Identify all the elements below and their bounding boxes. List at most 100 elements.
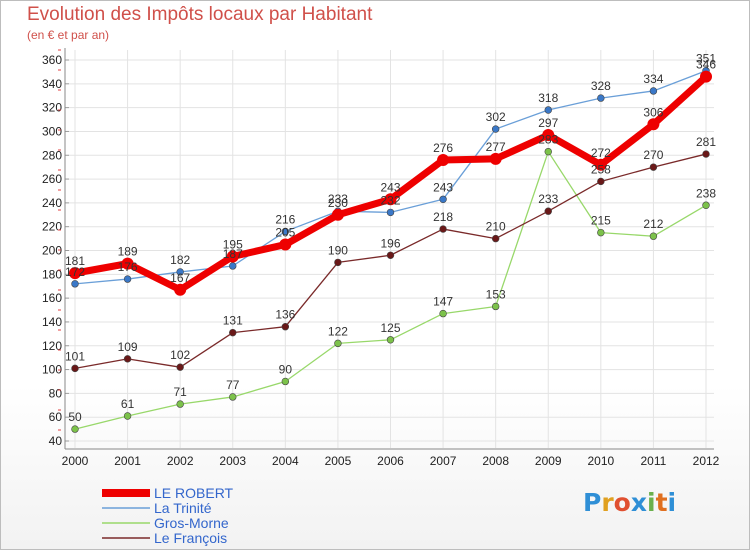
x-tick-label: 2001 [114,454,141,468]
legend-label-gros-morne: Gros-Morne [154,515,229,531]
data-point-la-trinit- [491,125,500,133]
data-label-gros-morne: 147 [433,295,453,309]
data-label-gros-morne: 122 [328,324,348,338]
data-point-gros-morne [544,147,552,156]
x-tick-label: 2007 [430,454,457,468]
data-label-le-robert: 230 [328,196,348,210]
data-label-le-robert: 277 [486,140,506,154]
data-point-le-robert [489,152,502,165]
data-label-le-robert: 306 [643,105,663,119]
data-label-le-fran-ois: 210 [486,220,506,234]
data-point-le-fran-ois [334,258,342,267]
data-point-le-fran-ois [229,328,237,337]
y-tick-label: 300 [42,124,62,138]
data-label-la-trinit-: 302 [486,110,506,124]
data-label-la-trinit-: 182 [170,253,190,267]
data-point-la-trinit- [439,195,447,204]
data-label-gros-morne: 71 [173,385,187,399]
y-tick-label: 60 [49,410,63,424]
data-point-la-trinit- [176,268,184,276]
data-label-gros-morne: 212 [643,217,663,231]
y-tick-label: 140 [42,315,62,329]
x-tick-label: 2003 [219,454,246,468]
data-point-le-robert [542,129,555,142]
data-label-la-trinit-: 216 [275,212,295,226]
data-label-le-fran-ois: 109 [118,340,138,354]
y-tick-label: 200 [42,244,62,258]
data-point-gros-morne [702,201,710,209]
data-label-le-robert: 272 [591,146,611,160]
data-point-le-robert [647,118,660,131]
logo-letter: i [667,488,677,517]
data-point-le-robert [226,250,239,263]
data-label-le-fran-ois: 101 [65,349,85,363]
y-tick-label: 40 [49,434,63,448]
data-point-le-robert [384,193,397,206]
data-label-le-robert: 167 [170,271,190,285]
data-point-le-fran-ois [597,177,605,186]
chart-subtitle: (en € et par an) [27,28,110,42]
data-point-le-fran-ois [702,150,710,158]
chart-title: Evolution des Impôts locaux par Habitant [27,4,373,25]
y-tick-label: 280 [42,148,62,162]
data-label-la-trinit-: 351 [696,52,716,66]
data-point-le-fran-ois [176,363,184,371]
y-tick-label: 100 [42,363,62,377]
data-label-gros-morne: 238 [696,186,716,200]
y-tick-label: 260 [42,172,62,186]
data-label-gros-morne: 50 [68,410,82,424]
data-point-gros-morne [71,425,79,433]
x-tick-label: 2005 [325,454,352,468]
data-point-gros-morne [281,377,290,386]
data-label-le-robert: 189 [118,245,138,259]
data-label-gros-morne: 61 [121,397,135,411]
x-tick-label: 2010 [587,454,614,468]
logo-letter: P [583,488,602,517]
x-tick-label: 2004 [272,454,299,468]
data-point-la-trinit- [649,87,658,95]
data-point-gros-morne [386,336,395,344]
data-label-le-robert: 205 [275,226,295,240]
legend-label-la-trinit-: La Trinité [154,500,212,516]
x-tick-label: 2002 [167,454,194,468]
data-label-le-fran-ois: 218 [433,210,453,224]
data-point-le-robert [331,208,344,221]
data-label-le-robert: 195 [223,237,243,251]
data-label-le-fran-ois: 258 [591,162,611,176]
data-label-le-robert: 346 [696,58,716,72]
data-label-le-fran-ois: 131 [223,314,243,328]
data-point-la-trinit- [386,208,395,217]
data-point-gros-morne [123,412,132,420]
data-point-le-robert [437,154,450,167]
data-point-gros-morne [176,400,184,408]
data-point-le-robert [700,70,712,83]
data-label-gros-morne: 125 [380,321,400,335]
logo-letter: r [601,488,614,517]
data-label-le-robert: 297 [538,116,558,130]
x-tick-label: 2009 [535,454,562,468]
y-tick-label: 360 [42,53,62,67]
data-point-le-fran-ois [71,364,79,373]
x-tick-label: 2011 [641,454,667,468]
y-tick-label: 340 [42,77,62,91]
data-label-le-robert: 181 [65,254,85,268]
y-tick-label: 160 [42,291,62,305]
data-point-la-trinit- [71,280,79,288]
data-point-le-fran-ois [123,355,132,363]
data-label-gros-morne: 90 [279,362,293,376]
data-point-la-trinit- [281,227,290,236]
x-tick-label: 2012 [693,454,720,468]
data-point-gros-morne [491,302,500,311]
proxiti-logo: Proxiti [583,488,676,517]
data-label-la-trinit-: 318 [538,91,558,105]
data-label-gros-morne: 283 [538,133,558,147]
grid [69,50,714,448]
data-point-gros-morne [334,339,342,348]
legend-label-le-fran-ois: Le François [154,530,227,546]
data-point-le-fran-ois [544,207,552,215]
data-point-le-fran-ois [386,251,395,259]
data-label-la-trinit-: 334 [643,72,663,86]
data-label-le-fran-ois: 136 [275,308,295,322]
